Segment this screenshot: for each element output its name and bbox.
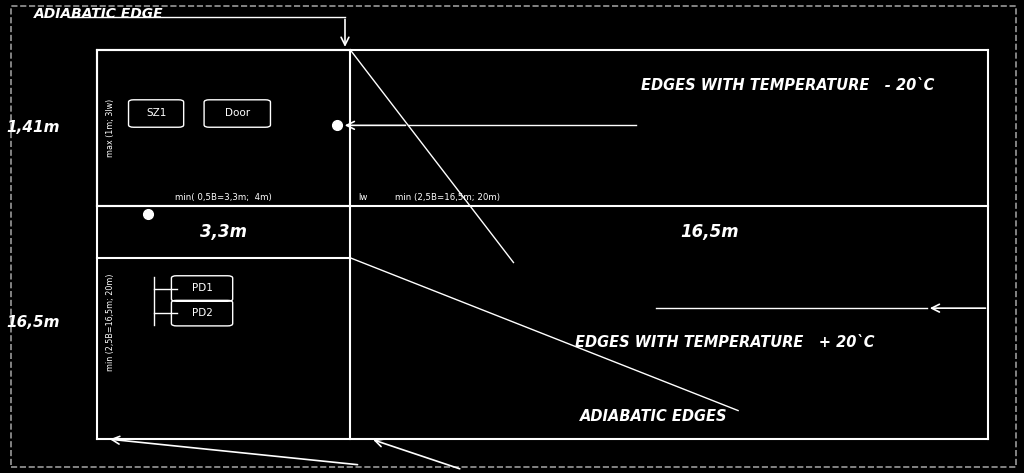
Text: ADIABATIC EDGES: ADIABATIC EDGES	[580, 409, 727, 424]
Text: PD2: PD2	[191, 307, 213, 318]
Bar	[97, 50, 350, 206]
Text: SZ1: SZ1	[145, 108, 166, 118]
Text: lw: lw	[358, 193, 368, 202]
Text: 16,5m: 16,5m	[7, 315, 60, 330]
Text: PD1: PD1	[191, 283, 213, 293]
Text: ADIABATIC EDGE: ADIABATIC EDGE	[34, 7, 163, 21]
Text: max (1m; 3lw): max (1m; 3lw)	[105, 98, 115, 157]
Text: 1,41m: 1,41m	[7, 120, 60, 135]
Text: EDGES WITH TEMPERATURE   + 20`C: EDGES WITH TEMPERATURE + 20`C	[574, 335, 874, 350]
Text: min (2,5B=16,5m; 20m): min (2,5B=16,5m; 20m)	[105, 273, 115, 371]
Text: Door: Door	[225, 108, 250, 118]
Text: 3,3m: 3,3m	[200, 223, 247, 241]
Text: 16,5m: 16,5m	[681, 223, 739, 241]
Text: EDGES WITH TEMPERATURE   - 20`C: EDGES WITH TEMPERATURE - 20`C	[641, 78, 935, 93]
Text: min( 0,5B=3,3m;  4m): min( 0,5B=3,3m; 4m)	[175, 193, 271, 202]
Text: min (2,5B=16,5m; 20m): min (2,5B=16,5m; 20m)	[394, 193, 500, 202]
